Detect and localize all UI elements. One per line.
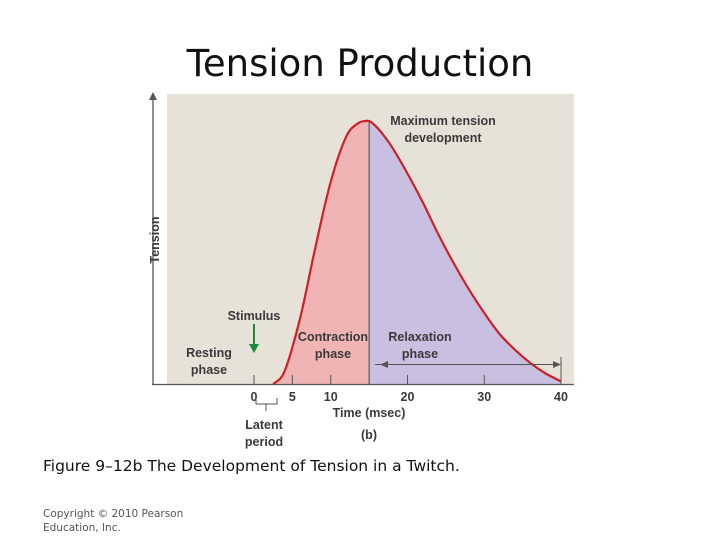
- latent-period-bracket: [255, 398, 278, 405]
- resting-label-line-1: Resting: [186, 346, 232, 360]
- resting-label-line-2: phase: [191, 363, 227, 377]
- slide-title: Tension Production: [186, 42, 534, 85]
- x-tick-label-0: 0: [251, 390, 258, 404]
- latent-label-line-2: period: [245, 435, 283, 449]
- y-axis-arrowhead: [149, 92, 157, 100]
- y-axis-label: Tension: [148, 217, 162, 264]
- twitch-tension-chart: 0 5 10 20 30 40 Tension Maximum tension devel…: [148, 92, 574, 449]
- relaxation-label-line-1: Relaxation: [388, 330, 451, 344]
- tension-curve: [272, 119, 562, 385]
- relaxation-span-arrow-left: [380, 361, 388, 368]
- relaxation-span-arrow-right: [553, 361, 561, 368]
- contraction-label-line-2: phase: [315, 347, 351, 361]
- x-tick-label-30: 30: [477, 390, 491, 404]
- x-tick-label-10: 10: [324, 390, 338, 404]
- x-tick-label-40: 40: [554, 390, 568, 404]
- stimulus-label: Stimulus: [228, 309, 281, 323]
- stimulus-arrow-head: [249, 344, 259, 353]
- peak-label-line-1: Maximum tension: [390, 114, 496, 128]
- figure-caption: Figure 9–12b The Development of Tension …: [43, 457, 460, 475]
- latent-label-line-1: Latent: [245, 418, 283, 432]
- x-axis-label: Time (msec): [333, 406, 406, 420]
- panel-label: (b): [361, 428, 377, 442]
- x-tick-label-5: 5: [289, 390, 296, 404]
- copyright-notice: Copyright © 2010 Pearson Education, Inc.: [43, 508, 184, 534]
- contraction-label-line-1: Contraction: [298, 330, 368, 344]
- contraction-phase-area: [273, 120, 370, 385]
- relaxation-label-line-2: phase: [402, 347, 438, 361]
- x-tick-label-20: 20: [401, 390, 415, 404]
- peak-label-line-2: development: [404, 131, 482, 145]
- relaxation-phase-area: [369, 121, 561, 384]
